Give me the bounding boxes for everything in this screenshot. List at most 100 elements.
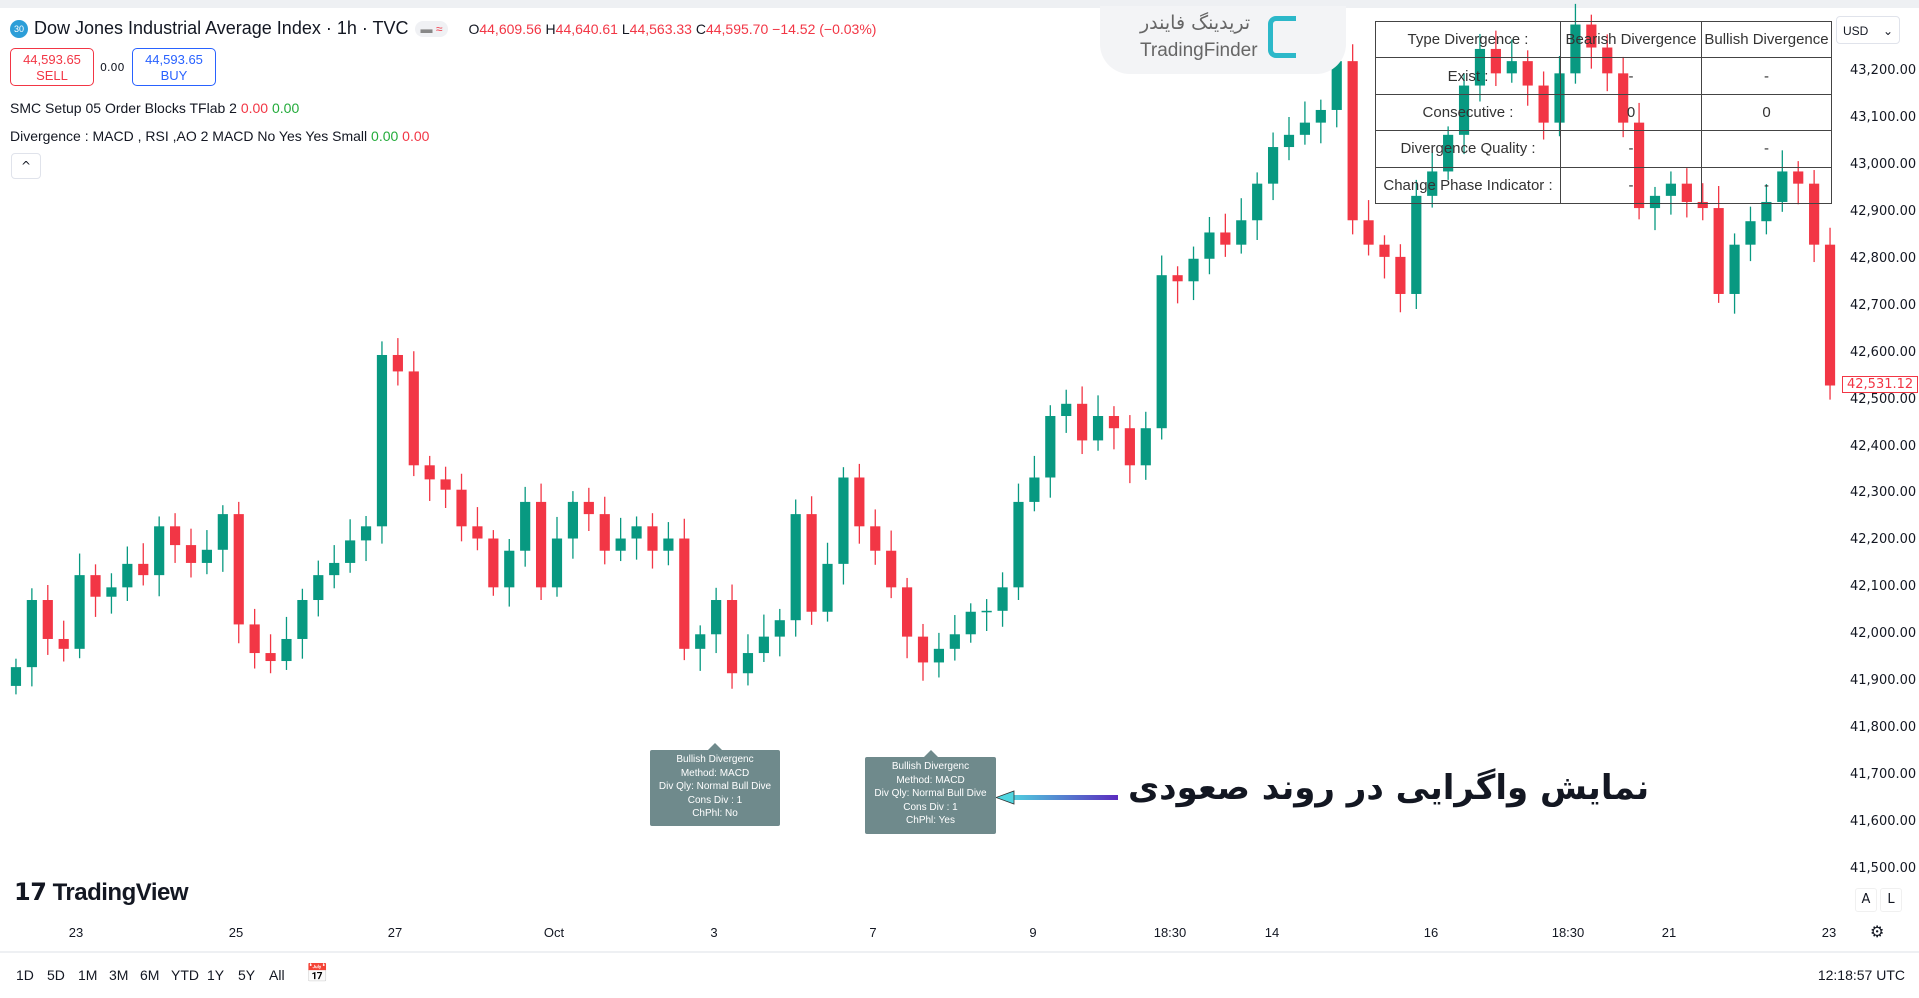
range-button-1m[interactable]: 1M xyxy=(78,967,98,983)
candle-up xyxy=(1236,198,1247,254)
candle-body xyxy=(1077,403,1088,441)
candle-down xyxy=(1124,415,1135,484)
candle-down xyxy=(185,528,197,578)
candle-body xyxy=(1809,183,1820,245)
indicator-divergence[interactable]: Divergence : MACD , RSI ,AO 2 MACD No Ye… xyxy=(10,128,429,144)
tooltip-line: Div Qly: Normal Bull Dive xyxy=(874,788,987,799)
candle-body xyxy=(392,354,403,372)
sell-button[interactable]: 44,593.65 SELL xyxy=(10,48,94,86)
indicator-smc[interactable]: SMC Setup 05 Order Blocks TFlab 2 0.00 0… xyxy=(10,100,299,116)
candle-body xyxy=(1124,428,1135,466)
candle-up xyxy=(1283,117,1295,161)
time-axis-label: 21 xyxy=(1661,925,1677,940)
candle-body xyxy=(933,648,945,663)
candle-up xyxy=(774,608,785,657)
range-button-5d[interactable]: 5D xyxy=(47,967,65,983)
candle-body xyxy=(695,634,706,649)
candle-body xyxy=(551,538,563,588)
candle-down xyxy=(917,623,929,681)
price-axis-label: 42,400.00 xyxy=(1850,438,1917,454)
range-button-1y[interactable]: 1Y xyxy=(207,967,225,983)
candle-body xyxy=(74,575,85,649)
wave-icon: ≈ xyxy=(435,21,443,36)
candle-down xyxy=(42,584,53,655)
tooltip-line: ChPhl: Yes xyxy=(906,815,955,826)
time-axis-label: 25 xyxy=(228,925,244,940)
candle-body xyxy=(1347,61,1358,221)
buy-button[interactable]: 44,593.65 BUY xyxy=(132,48,216,86)
candle-up xyxy=(217,505,228,572)
market-status-pill[interactable]: ▬ ≈ xyxy=(414,20,449,37)
symbol-header: 30 Dow Jones Industrial Average Index · … xyxy=(10,18,876,39)
candle-up xyxy=(1140,411,1151,480)
price-axis-label: 41,700.00 xyxy=(1850,767,1917,783)
time-axis-label: 3 xyxy=(710,925,718,940)
candle-up xyxy=(1156,255,1167,440)
range-button-3m[interactable]: 3M xyxy=(109,967,129,983)
range-button-5y[interactable]: 5Y xyxy=(238,967,256,983)
candle-down xyxy=(1172,266,1183,304)
candle-up xyxy=(758,614,769,662)
candle-body xyxy=(822,563,833,612)
candle-body xyxy=(1315,109,1326,123)
range-button-ytd[interactable]: YTD xyxy=(171,967,199,983)
close-value: 44,595.70 xyxy=(705,20,769,37)
candle-up xyxy=(631,516,642,560)
candle-body xyxy=(965,611,976,635)
collapse-indicators-button[interactable]: ^ xyxy=(11,153,41,179)
candle-body xyxy=(520,501,531,551)
candle-body xyxy=(345,540,356,563)
candle-body xyxy=(806,514,817,612)
candle-down xyxy=(599,496,610,565)
candle-up xyxy=(551,516,563,597)
high-value: 44,640.61 xyxy=(555,20,618,37)
tradingview-logo[interactable]: 𝟭𝟳 TradingView xyxy=(14,878,189,907)
currency-select[interactable]: USD ⌄ xyxy=(1836,16,1900,44)
candle-body xyxy=(1220,232,1231,245)
candle-body xyxy=(997,587,1008,611)
range-button-6m[interactable]: 6M xyxy=(140,967,160,983)
candle-body xyxy=(663,538,674,551)
sell-price: 44,593.65 xyxy=(23,52,81,67)
candle-body xyxy=(726,600,738,674)
price-axis-label: 42,000.00 xyxy=(1850,626,1917,642)
time-axis-label: 27 xyxy=(387,925,403,940)
price-axis-label: 42,700.00 xyxy=(1850,297,1917,313)
settings-gear-icon[interactable]: ⚙ xyxy=(1870,922,1885,941)
symbol-title[interactable]: Dow Jones Industrial Average Index · 1h … xyxy=(34,18,409,38)
range-button-1d[interactable]: 1D xyxy=(16,967,34,983)
buy-label: BUY xyxy=(160,68,188,83)
divergence-tooltip: Bullish Divergenc Method: MACD Div Qly: … xyxy=(650,743,780,826)
candle-body xyxy=(1299,122,1311,135)
candle-body xyxy=(90,575,101,597)
candle-up xyxy=(26,588,37,687)
candle-body xyxy=(360,526,372,541)
candle-down xyxy=(535,483,547,601)
tooltip-line: Bullish Divergenc xyxy=(676,754,754,765)
clock[interactable]: 12:18:57 UTC xyxy=(1817,967,1905,983)
candle-up xyxy=(106,573,117,614)
candle-up xyxy=(1315,99,1326,144)
candle-up xyxy=(1029,455,1040,512)
range-button-all[interactable]: All xyxy=(269,967,285,983)
price-axis-label: 42,200.00 xyxy=(1850,532,1917,548)
candle-up xyxy=(201,530,213,575)
candle-up xyxy=(1729,233,1740,314)
table-row: Divergence Quality : - - xyxy=(1375,130,1832,168)
log-scale-button[interactable]: L xyxy=(1880,888,1902,912)
candle-up xyxy=(1299,101,1311,145)
candle-up xyxy=(74,553,85,659)
candle-down xyxy=(233,501,244,644)
price-axis-label: 42,100.00 xyxy=(1850,579,1917,595)
candle-body xyxy=(679,538,690,649)
candle-body xyxy=(631,526,642,539)
candle-body xyxy=(917,636,929,663)
divergence-table: Type Divergence : Bearish Divergence Bul… xyxy=(1375,20,1832,205)
candle-body xyxy=(26,600,37,668)
candle-body xyxy=(201,549,213,563)
auto-scale-button[interactable]: A xyxy=(1855,888,1877,912)
logo-text-fa: تریدینگ فایندر xyxy=(1140,12,1251,34)
candle-body xyxy=(1172,275,1183,282)
goto-date-calendar-icon[interactable]: 📅 xyxy=(306,963,329,983)
open-value: 44,609.56 xyxy=(479,20,542,37)
